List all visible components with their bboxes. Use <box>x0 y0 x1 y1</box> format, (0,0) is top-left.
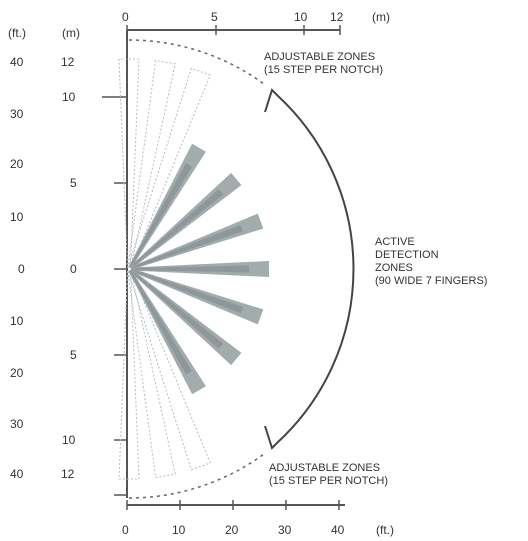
top-meter-unit: (m) <box>372 11 390 23</box>
top-meter-tick-10: 10 <box>294 11 307 23</box>
left-feet-tick-10-top: 10 <box>10 211 23 223</box>
adjustable-zones-top-line-2: (15 STEP PER NOTCH) <box>264 64 383 77</box>
bottom-dashed-boundary <box>129 454 264 498</box>
adjustable-zones-bottom-line-2: (15 STEP PER NOTCH) <box>269 475 388 488</box>
adjustable-zones-top-label: ADJUSTABLE ZONES (15 STEP PER NOTCH) <box>264 51 383 77</box>
bottom-feet-tick-40: 40 <box>331 524 344 536</box>
active-detection-zones-label: ACTIVE DETECTION ZONES (90 WIDE 7 FINGER… <box>375 236 487 288</box>
active-label-line-1: ACTIVE <box>375 236 487 249</box>
left-meter-tick-0: 0 <box>70 263 77 275</box>
left-feet-tick-20-bottom: 20 <box>10 367 23 379</box>
left-feet-tick-40-top: 40 <box>10 56 23 68</box>
active-label-line-3: ZONES <box>375 262 487 275</box>
adjustable-zones-bottom-line-1: ADJUSTABLE ZONES <box>269 462 388 475</box>
left-meter-unit: (m) <box>62 27 80 39</box>
left-meter-tick-5-bottom: 5 <box>70 349 77 361</box>
left-feet-tick-20-top: 20 <box>10 158 23 170</box>
active-finger-6-near <box>130 270 223 349</box>
bottom-feet-tick-30: 30 <box>278 524 291 536</box>
left-feet-tick-30-bottom: 30 <box>10 418 23 430</box>
left-feet-tick-10-bottom: 10 <box>10 315 23 327</box>
left-feet-tick-40-bottom: 40 <box>10 468 23 480</box>
left-meter-tick-10-top: 10 <box>62 91 75 103</box>
top-meter-tick-5: 5 <box>211 11 218 23</box>
top-meter-tick-12: 12 <box>330 11 343 23</box>
top-dashed-boundary <box>129 40 264 84</box>
left-feet-tick-0: 0 <box>18 263 25 275</box>
left-meter-tick-10-bottom: 10 <box>62 434 75 446</box>
adjustable-finger-1 <box>119 59 139 267</box>
bottom-feet-tick-20: 20 <box>225 524 238 536</box>
active-label-line-2: DETECTION <box>375 249 487 262</box>
left-meter-tick-5-top: 5 <box>70 177 77 189</box>
adjustable-zones-bottom-label: ADJUSTABLE ZONES (15 STEP PER NOTCH) <box>269 462 388 488</box>
active-label-line-4: (90 WIDE 7 FINGERS) <box>375 275 487 288</box>
top-meter-tick-0: 0 <box>122 11 129 23</box>
bottom-feet-tick-10: 10 <box>172 524 185 536</box>
active-zone-boundary <box>265 90 353 448</box>
adjustable-zones-top-line-1: ADJUSTABLE ZONES <box>264 51 383 64</box>
left-feet-unit: (ft.) <box>8 27 26 39</box>
left-meter-tick-12-top: 12 <box>61 56 74 68</box>
active-finger-2-near <box>130 189 223 268</box>
left-feet-tick-30-top: 30 <box>10 108 23 120</box>
bottom-feet-unit: (ft.) <box>376 524 394 536</box>
left-meter-tick-12-bottom: 12 <box>61 468 74 480</box>
bottom-feet-tick-0: 0 <box>122 524 129 536</box>
adjustable-finger-6 <box>119 271 139 479</box>
